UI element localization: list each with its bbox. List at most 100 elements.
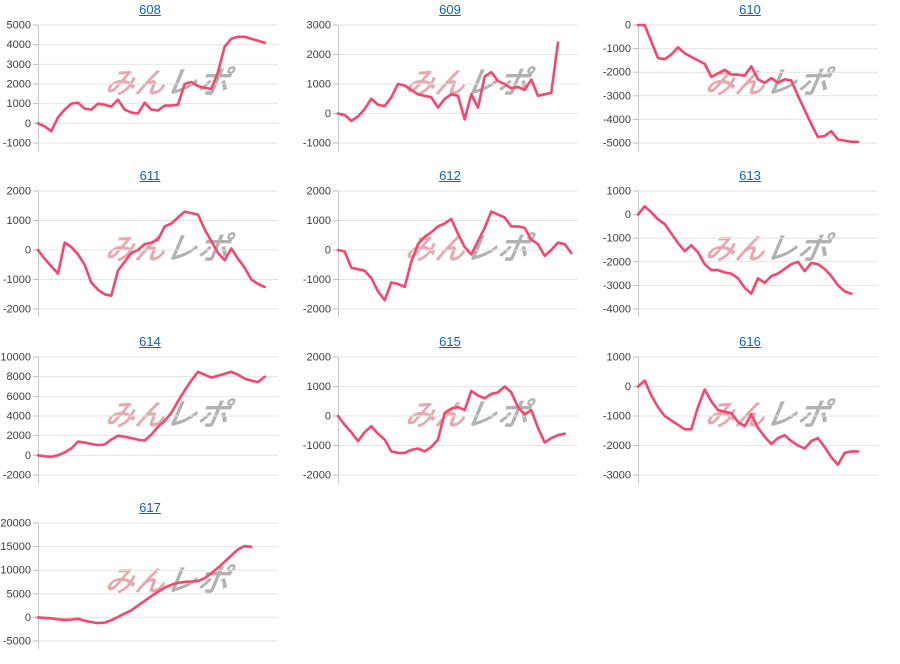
y-tick-label: 20000 — [0, 518, 31, 530]
chart-svg-610: 0 -1000 -2000 -3000 -4000 -5000 — [603, 20, 878, 151]
chart-title: 614 — [0, 332, 300, 350]
y-tick-label: -2000 — [3, 304, 31, 316]
y-tick-label: 1000 — [307, 381, 331, 393]
chart-svg-614: 10000 8000 6000 4000 2000 0 -2000 — [0, 352, 278, 483]
plot-area: みんレポ 2000 1000 0 -1000 -2000 — [300, 350, 600, 498]
plot-area: みんレポ 20000 15000 10000 5000 0 -5000 — [0, 516, 300, 664]
y-tick-label: 0 — [625, 209, 631, 221]
y-tick-label: 1000 — [607, 186, 631, 198]
plot-area: みんレポ 10000 8000 6000 4000 2000 0 -2000 — [0, 350, 300, 498]
y-tick-label: 2000 — [307, 186, 331, 198]
y-tick-label: -2000 — [603, 256, 631, 268]
chart-title: 608 — [0, 0, 300, 18]
chart-cell-615: 615 みんレポ 2000 1000 0 -1000 -2000 — [300, 332, 600, 498]
y-tick-label: 0 — [325, 108, 331, 120]
chart-svg-617: 20000 15000 10000 5000 0 -5000 — [0, 518, 278, 649]
y-tick-label: -1000 — [603, 233, 631, 245]
y-tick-label: 2000 — [7, 430, 31, 442]
series-line — [636, 23, 860, 144]
y-tick-label: -2000 — [3, 470, 31, 482]
chart-svg-612: 2000 1000 0 -1000 -2000 — [303, 186, 578, 317]
y-tick-label: 0 — [25, 118, 31, 130]
y-tick-label: 2000 — [7, 186, 31, 198]
y-tick-label: 0 — [25, 450, 31, 462]
y-tick-label: 3000 — [7, 59, 31, 71]
chart-title: 617 — [0, 498, 300, 516]
y-tick-label: -2000 — [603, 67, 631, 79]
y-tick-label: 1000 — [7, 215, 31, 227]
y-tick-label: -2000 — [303, 470, 331, 482]
y-tick-label: -5000 — [603, 138, 631, 150]
chart-link-614[interactable]: 614 — [139, 334, 161, 349]
y-tick-label: 3000 — [307, 20, 331, 32]
y-tick-label: 0 — [625, 381, 631, 393]
chart-cell-608: 608 みんレポ 5000 4000 3000 2000 1000 0 -1000 — [0, 0, 300, 166]
y-tick-label: -1000 — [303, 440, 331, 452]
chart-link-611[interactable]: 611 — [139, 168, 161, 183]
y-tick-label: -1000 — [603, 43, 631, 55]
chart-cell-612: 612 みんレポ 2000 1000 0 -1000 -2000 — [300, 166, 600, 332]
y-tick-label: -4000 — [603, 304, 631, 316]
series-line — [36, 370, 267, 459]
chart-link-617[interactable]: 617 — [139, 500, 161, 515]
y-tick-label: 0 — [25, 612, 31, 624]
y-tick-label: 4000 — [7, 411, 31, 423]
y-tick-label: 2000 — [307, 49, 331, 61]
chart-link-610[interactable]: 610 — [739, 2, 761, 17]
series-line — [336, 385, 567, 455]
y-tick-label: -1000 — [303, 274, 331, 286]
y-tick-label: 0 — [325, 411, 331, 423]
chart-link-615[interactable]: 615 — [439, 334, 461, 349]
chart-title: 609 — [300, 0, 600, 18]
chart-title: 612 — [300, 166, 600, 184]
plot-area: みんレポ 0 -1000 -2000 -3000 -4000 -5000 — [600, 18, 900, 166]
plot-area: みんレポ 1000 0 -1000 -2000 -3000 -4000 — [600, 184, 900, 332]
y-tick-label: 0 — [625, 20, 631, 32]
chart-svg-611: 2000 1000 0 -1000 -2000 — [3, 186, 278, 317]
y-tick-label: -2000 — [303, 304, 331, 316]
y-tick-label: 1000 — [607, 352, 631, 364]
y-tick-label: 10000 — [0, 352, 31, 364]
chart-svg-616: 1000 0 -1000 -2000 -3000 — [603, 352, 878, 483]
y-tick-label: -3000 — [603, 280, 631, 292]
plot-area: みんレポ 5000 4000 3000 2000 1000 0 -1000 — [0, 18, 300, 166]
series-line — [636, 379, 860, 466]
y-tick-label: 1000 — [307, 215, 331, 227]
chart-link-613[interactable]: 613 — [739, 168, 761, 183]
chart-title: 615 — [300, 332, 600, 350]
y-tick-label: 0 — [25, 245, 31, 257]
chart-cell-610: 610 みんレポ 0 -1000 -2000 -3000 -4000 -5000 — [600, 0, 900, 166]
chart-cell-614: 614 みんレポ 10000 8000 6000 4000 2000 0 -2000 — [0, 332, 300, 498]
chart-svg-608: 5000 4000 3000 2000 1000 0 -1000 — [3, 20, 278, 151]
y-tick-label: 5000 — [7, 20, 31, 32]
series-line — [36, 35, 267, 133]
chart-link-609[interactable]: 609 — [439, 2, 461, 17]
y-tick-label: 6000 — [7, 391, 31, 403]
series-line — [36, 544, 253, 625]
y-tick-label: -1000 — [303, 138, 331, 150]
y-tick-label: -2000 — [603, 440, 631, 452]
chart-svg-613: 1000 0 -1000 -2000 -3000 -4000 — [603, 186, 878, 317]
chart-link-612[interactable]: 612 — [439, 168, 461, 183]
y-tick-label: 0 — [325, 245, 331, 257]
plot-area: みんレポ 1000 0 -1000 -2000 -3000 — [600, 350, 900, 498]
y-tick-label: 8000 — [7, 371, 31, 383]
series-line — [36, 210, 267, 297]
chart-link-608[interactable]: 608 — [139, 2, 161, 17]
y-tick-label: -5000 — [3, 636, 31, 648]
chart-cell-611: 611 みんレポ 2000 1000 0 -1000 -2000 — [0, 166, 300, 332]
plot-area: みんレポ 2000 1000 0 -1000 -2000 — [0, 184, 300, 332]
series-line — [336, 41, 560, 123]
y-tick-label: 5000 — [7, 588, 31, 600]
y-tick-label: -4000 — [603, 114, 631, 126]
chart-cell-609: 609 みんレポ 3000 2000 1000 0 -1000 — [300, 0, 600, 166]
chart-link-616[interactable]: 616 — [739, 334, 761, 349]
plot-area: みんレポ 2000 1000 0 -1000 -2000 — [300, 184, 600, 332]
y-tick-label: 4000 — [7, 39, 31, 51]
y-tick-label: -3000 — [603, 90, 631, 102]
chart-svg-609: 3000 2000 1000 0 -1000 — [303, 20, 578, 151]
chart-svg-615: 2000 1000 0 -1000 -2000 — [303, 352, 578, 483]
y-tick-label: 1000 — [307, 79, 331, 91]
